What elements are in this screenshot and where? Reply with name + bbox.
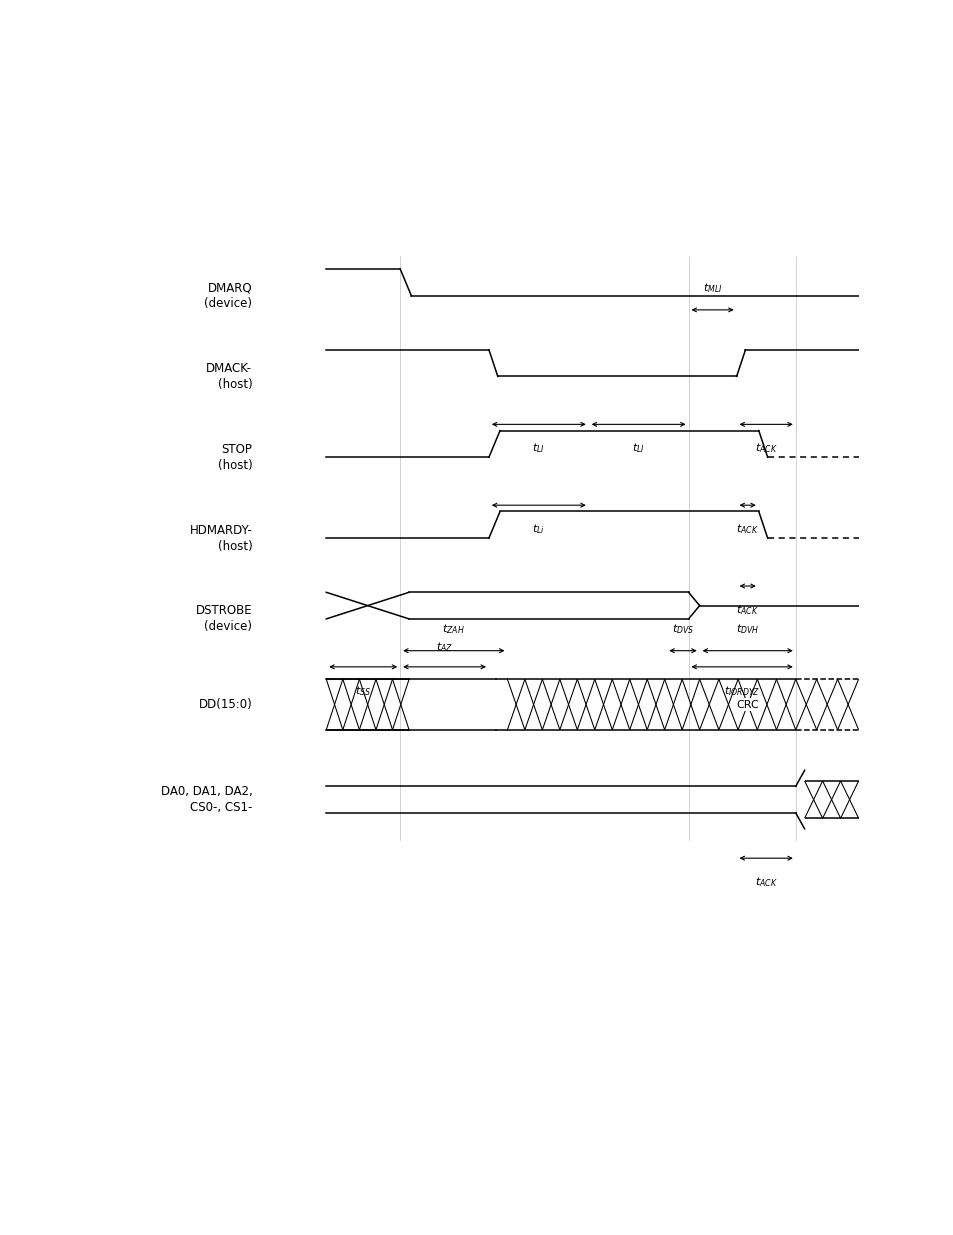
Text: $t_{DVH}$: $t_{DVH}$ bbox=[736, 622, 759, 636]
Text: DMACK-
(host): DMACK- (host) bbox=[206, 362, 252, 391]
Text: DMARQ
(device): DMARQ (device) bbox=[204, 282, 252, 310]
Text: $t_{LI}$: $t_{LI}$ bbox=[632, 441, 644, 456]
Text: $t_{ZAH}$: $t_{ZAH}$ bbox=[442, 622, 465, 636]
Text: $t_{ACK}$: $t_{ACK}$ bbox=[754, 876, 777, 889]
Text: $t_{MLI}$: $t_{MLI}$ bbox=[702, 280, 721, 295]
Text: DA0, DA1, DA2,
CS0-, CS1-: DA0, DA1, DA2, CS0-, CS1- bbox=[160, 785, 252, 814]
Text: $t_{AZ}$: $t_{AZ}$ bbox=[436, 641, 453, 655]
Text: $t_{ACK}$: $t_{ACK}$ bbox=[736, 522, 759, 536]
Text: $t_{DVS}$: $t_{DVS}$ bbox=[671, 622, 694, 636]
Text: $t_{ACK}$: $t_{ACK}$ bbox=[736, 603, 759, 618]
Text: STOP
(host): STOP (host) bbox=[217, 443, 252, 472]
Text: DD(15:0): DD(15:0) bbox=[198, 698, 252, 711]
Text: HDMARDY-
(host): HDMARDY- (host) bbox=[190, 524, 252, 552]
Text: DSTROBE
(device): DSTROBE (device) bbox=[195, 604, 252, 634]
Text: CRC: CRC bbox=[736, 699, 759, 709]
Text: $t_{SS}$: $t_{SS}$ bbox=[355, 684, 371, 698]
Text: $t_{ACK}$: $t_{ACK}$ bbox=[754, 441, 777, 456]
Text: $t_{LI}$: $t_{LI}$ bbox=[532, 441, 545, 456]
Text: $t_{Li}$: $t_{Li}$ bbox=[532, 522, 545, 536]
Text: $t_{IORDYZ}$: $t_{IORDYZ}$ bbox=[723, 684, 760, 698]
